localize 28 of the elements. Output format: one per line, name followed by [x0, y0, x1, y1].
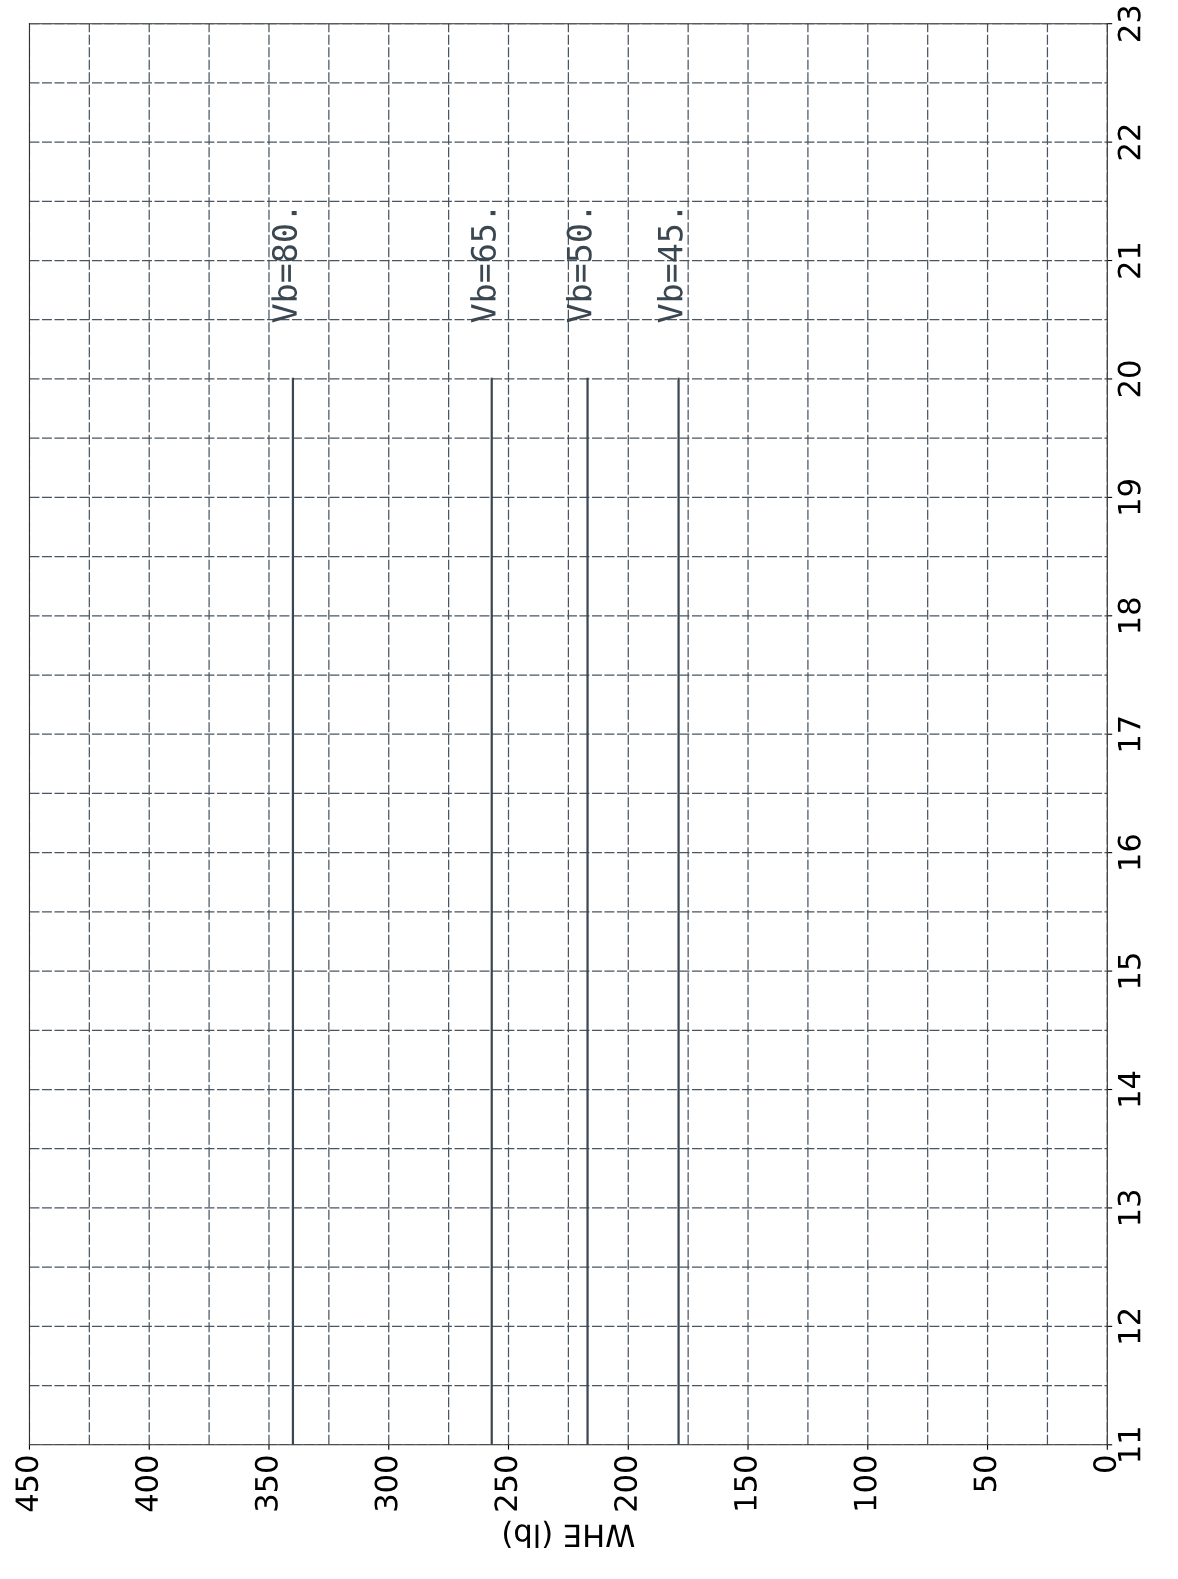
x-tick-label: 200 — [614, 1456, 638, 1511]
y-tick-label: 15 — [1117, 954, 1141, 988]
x-tick-label: 50 — [973, 1456, 997, 1492]
y-tick-label: 13 — [1117, 1190, 1141, 1225]
y-tick-label: 21 — [1117, 243, 1141, 278]
y-tick-label: 11 — [1117, 1428, 1141, 1461]
text: Vb=65. — [470, 211, 496, 323]
y-tick-label: 23 — [1117, 6, 1141, 41]
x-tick-label: 450 — [15, 1456, 39, 1512]
x-tick-label: 250 — [494, 1456, 518, 1511]
y-tick-label: 20 — [1117, 361, 1141, 397]
x-tick-label: 400 — [134, 1456, 159, 1512]
text: Vb=50. — [565, 211, 592, 323]
x-tick-label: 150 — [733, 1456, 757, 1510]
y-tick-label: 22 — [1117, 125, 1141, 160]
y-tick-label: 16 — [1117, 835, 1141, 869]
y-tick-label: 19 — [1117, 480, 1141, 514]
text: Vb=45. — [656, 211, 683, 323]
y-tick-label: 12 — [1117, 1309, 1141, 1343]
y-tick-label: 17 — [1117, 717, 1141, 751]
y-tick-label: 18 — [1117, 598, 1141, 632]
y-tick-label: 14 — [1117, 1071, 1141, 1106]
x-axis-title: WHE (lb) — [504, 1520, 635, 1548]
x-tick-label: 100 — [853, 1456, 877, 1510]
x-tick-label: 350 — [254, 1456, 278, 1511]
x-tick-label: 0 — [1093, 1456, 1117, 1472]
text: Vb=80. — [271, 211, 298, 323]
x-tick-label: 300 — [374, 1456, 398, 1511]
